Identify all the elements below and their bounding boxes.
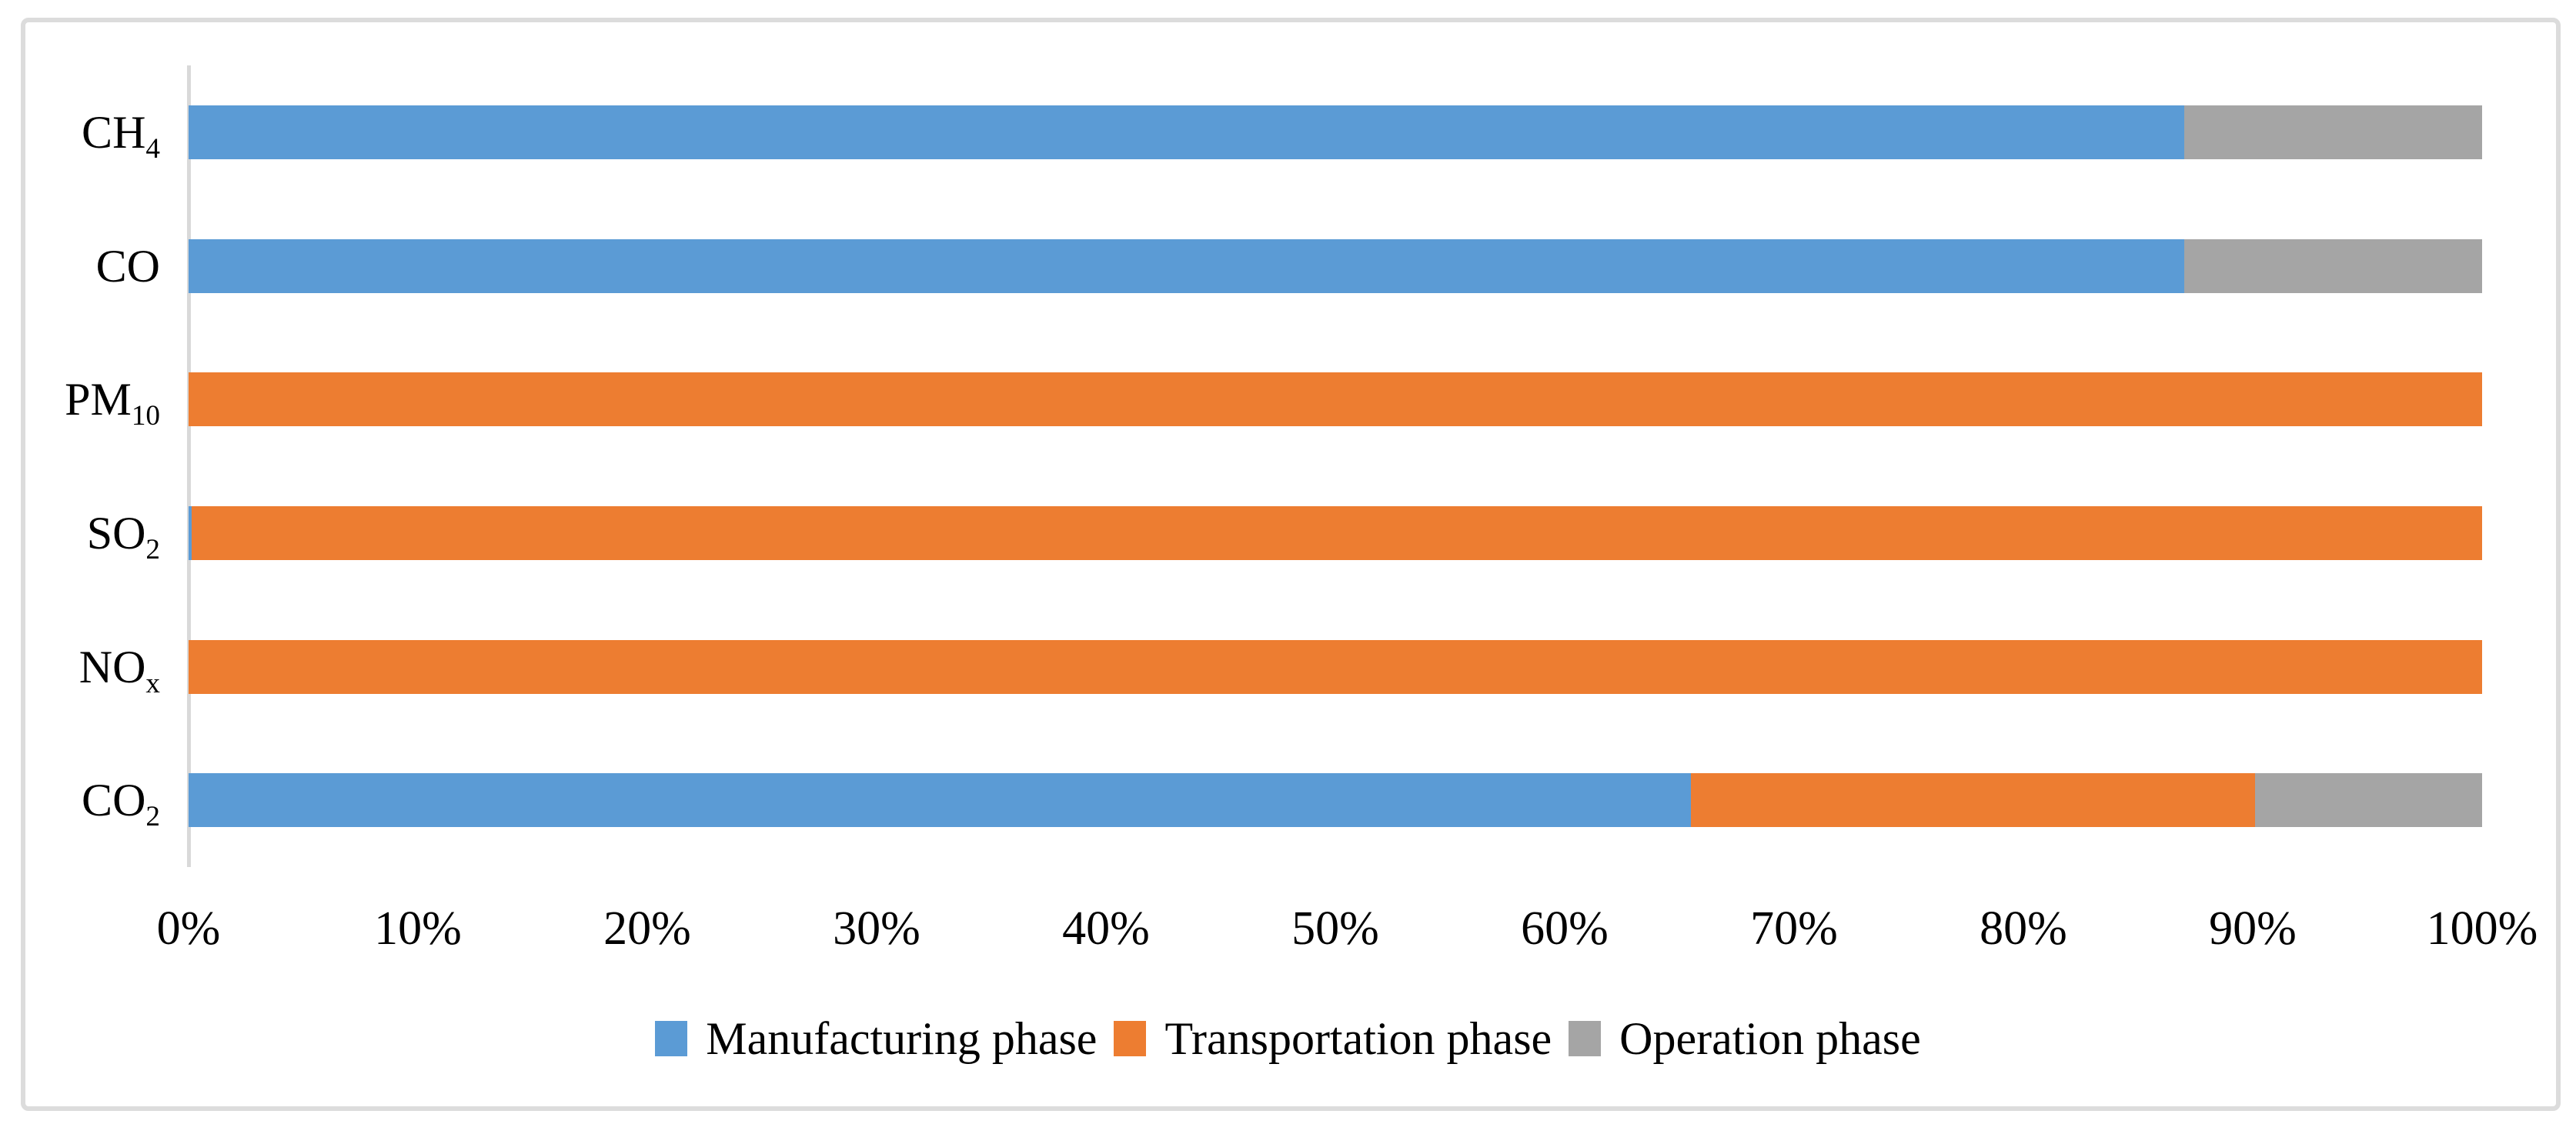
legend-item: Transportation phase bbox=[1114, 1008, 1552, 1069]
bar-segment bbox=[189, 773, 1691, 828]
category-label: CO2 bbox=[82, 775, 160, 833]
bar-segment bbox=[189, 639, 2482, 694]
bar-row bbox=[189, 105, 2482, 159]
category-label: PM10 bbox=[65, 374, 160, 432]
legend-label: Operation phase bbox=[1619, 1013, 1921, 1064]
y-axis-line bbox=[187, 65, 191, 867]
x-tick-label: 10% bbox=[374, 902, 462, 955]
x-tick-label: 90% bbox=[2209, 902, 2297, 955]
x-tick-label: 0% bbox=[156, 902, 221, 955]
x-tick-label: 70% bbox=[1750, 902, 1838, 955]
legend: Manufacturing phase Transportation phase O… bbox=[0, 1008, 2576, 1069]
bar-segment bbox=[189, 505, 192, 560]
legend-marker bbox=[1569, 1021, 1602, 1056]
bar-segment bbox=[189, 105, 2184, 159]
bar-segment bbox=[192, 505, 2482, 560]
bar-segment bbox=[189, 238, 2184, 293]
legend-marker bbox=[1114, 1021, 1147, 1056]
bar-row bbox=[189, 238, 2482, 293]
category-label: CO bbox=[95, 240, 160, 292]
category-label: NOx bbox=[79, 641, 160, 699]
x-tick-label: 20% bbox=[603, 902, 691, 955]
bar-segment bbox=[1690, 773, 2255, 828]
legend-item: Operation phase bbox=[1569, 1008, 1921, 1069]
x-tick-label: 60% bbox=[1521, 902, 1609, 955]
legend-label: Manufacturing phase bbox=[706, 1013, 1098, 1064]
bar-segment bbox=[2183, 238, 2482, 293]
legend-item: Manufacturing phase bbox=[655, 1008, 1097, 1069]
chart-border bbox=[21, 18, 2561, 1111]
bar-row bbox=[189, 505, 2482, 560]
bar-row bbox=[189, 639, 2482, 694]
x-tick-label: 30% bbox=[833, 902, 920, 955]
x-tick-label: 50% bbox=[1291, 902, 1379, 955]
bar-segment bbox=[2254, 773, 2482, 828]
legend-marker bbox=[655, 1021, 688, 1056]
x-tick-label: 40% bbox=[1062, 902, 1150, 955]
category-label: CH4 bbox=[82, 106, 160, 165]
bar-row bbox=[189, 372, 2482, 427]
legend-label: Transportation phase bbox=[1164, 1013, 1552, 1064]
bar-segment bbox=[189, 372, 2482, 427]
x-tick-label: 100% bbox=[2426, 902, 2538, 955]
bar-row bbox=[189, 773, 2482, 828]
category-label: SO2 bbox=[86, 507, 160, 565]
bar-segment bbox=[2183, 105, 2482, 159]
x-tick-label: 80% bbox=[1980, 902, 2067, 955]
